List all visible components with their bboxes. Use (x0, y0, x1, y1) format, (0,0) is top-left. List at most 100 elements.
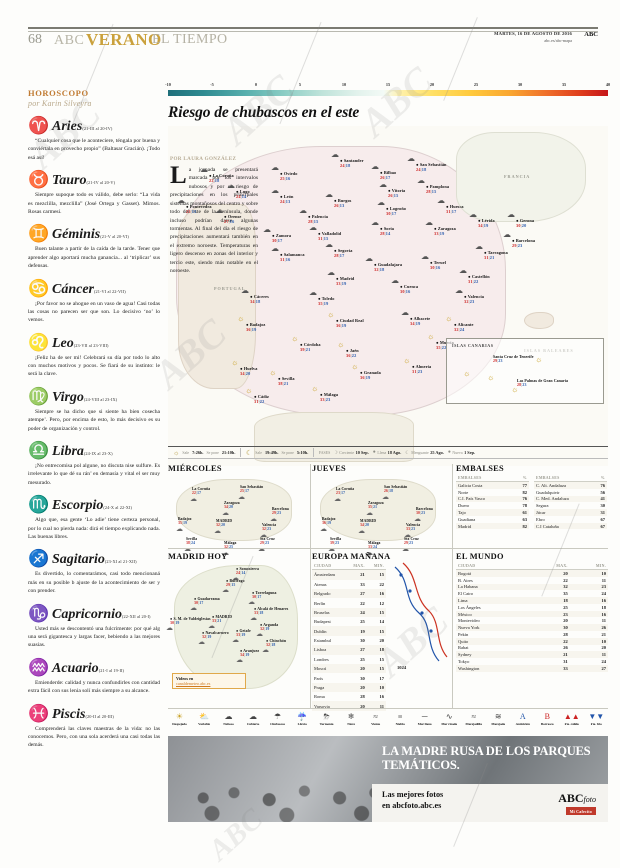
temp-separator: | (440, 345, 442, 350)
legend-item: ≡ Niebla (389, 712, 412, 726)
partly-cloudy-icon: ☁ (232, 636, 239, 644)
city-temps: 34|19 (478, 223, 495, 228)
zodiac-glyph-icon: ♐ (28, 549, 50, 569)
world-col-city: CIUDAD (456, 563, 528, 570)
city-max-temp: 29 (272, 511, 277, 515)
europe-col-min: MIN. (366, 563, 386, 570)
reservoirs-table-left: EMBALSES % Galicia Costa 77 Norte 82 C.I. Pa… (456, 475, 529, 530)
city-min-temp: 19 (341, 323, 347, 328)
moonrise-label: Sale (255, 450, 262, 455)
horoscope-sign: ♉ Tauro(21-IV al 20-V) Siempre supoque tod… (28, 171, 160, 216)
horoscope-sign: ♎ Libra(24-IX al 23-X) ¡No entrecomisa pol… (28, 442, 160, 487)
city-max-temp: 20 (527, 569, 570, 577)
sign-name-block: Piscis(20-II al 20-III) (52, 705, 114, 723)
sign-dates: (21-III al 20-IV) (82, 126, 113, 131)
city-max-temp: 30 (360, 675, 365, 681)
city-name: MADRID (360, 519, 377, 523)
city-min-temp: 15 (393, 193, 399, 198)
city-min-temp: 20 (221, 523, 226, 527)
city-min-temp: 20 (245, 371, 251, 376)
city-temps: 29|23 (404, 541, 419, 545)
moonset-label: Se pone (281, 450, 294, 455)
sign-text: ¡No entrecomisa pol algune, no discuta n… (28, 463, 160, 486)
city-max-temp: 27 (224, 219, 229, 224)
europe-row: París 30 17 (312, 673, 386, 682)
scale-tick-label: 20 (429, 82, 435, 87)
city-min-temp: 23 (517, 243, 523, 248)
sign-name-block: Escorpio(24-X al 22-XI) (52, 496, 132, 514)
temp-separator: | (216, 619, 218, 623)
horoscope-sign: ♓ Piscis(20-II al 20-III) Comprenderá las … (28, 705, 160, 750)
partly-cloudy-icon: ☁ (404, 531, 411, 539)
city-min-temp: 11 (601, 618, 606, 624)
city-name: Estambul (314, 638, 331, 644)
temp-separator: | (244, 653, 246, 657)
city-max-temp: 34 (360, 523, 365, 527)
partly-cloudy-icon: ☁ (309, 288, 317, 297)
reservoir-row: C.I Cataluña 67 (534, 522, 607, 530)
thursday-map: ☁ La Coruña 23|17 ☁ San Sebastián 26|18 ☁ Zarag… (312, 473, 452, 557)
partly-cloudy-icon: ☁ (190, 495, 197, 503)
city-min-temp: 16 (285, 176, 291, 181)
temp-separator: | (468, 299, 470, 304)
partly-cloudy-icon: ☁ (238, 493, 245, 501)
city-temps: 31|17 (446, 209, 464, 214)
thursday-city: ☁ Valencia 33|23 (404, 523, 420, 539)
sign-text: Algo que, esa gente ‘Lo adie’ tiene cert… (28, 517, 160, 540)
city-min-temp: 23 (421, 511, 426, 515)
sign-name: Escorpio (52, 498, 104, 514)
city-name: ● Salamanca (280, 252, 305, 257)
sunset-label: Se pone (206, 450, 219, 455)
city-min-temp: 22 (441, 345, 447, 350)
city-min-temp: 24 (191, 541, 196, 545)
reservoir-name: C.I. País Vasco (456, 495, 514, 503)
madrid-video-note-link[interactable]: canaldemeteo.abc.es (176, 681, 211, 686)
city-name: ● Cuenca (400, 284, 419, 289)
city-name: ● S. M. de Valdeiglesias (170, 617, 211, 621)
city-temps: 30|19 (170, 621, 211, 625)
reservoirs-col-name-left: EMBALSES (456, 475, 514, 482)
europe-col-max: MAX. (345, 563, 367, 570)
city-max-temp: 35 (368, 505, 373, 509)
city-max-temp: 23 (527, 610, 570, 618)
astro-divider-2 (313, 448, 314, 457)
world-row: El Cairo 35 24 (456, 590, 608, 597)
temperature-scale: -10 -5 0 5 10 15 20 25 30 35 40 (165, 82, 610, 98)
temp-separator: | (338, 203, 340, 208)
sunrise-time: 7:26h. (192, 450, 204, 455)
sign-name-block: Cáncer(21-VI al 22-VII) (52, 280, 126, 298)
thursday-city: ☁ Sta Cruz 29|23 (402, 537, 419, 553)
temp-separator: | (392, 193, 394, 198)
temp-separator: | (482, 223, 484, 228)
reservoirs-panel: EMBALSES EMBALSES % Galicia Costa 77 Norte… (456, 464, 608, 530)
temp-separator: | (264, 627, 266, 631)
map-city: ☁ ● Huesca 31|17 (437, 196, 464, 214)
partly-cloudy-icon: ☁ (222, 586, 229, 594)
world-row: Los Ángeles 25 18 (456, 604, 608, 611)
map-city: ☁ ● Valladolid 31|15 (309, 223, 341, 241)
reservoir-name: Júcar (534, 509, 594, 516)
ad-subtext-line2[interactable]: en abcfoto.abc.es (382, 800, 442, 810)
temp-separator: | (220, 523, 222, 527)
partly-cloudy-icon: ☁ (459, 266, 467, 275)
sign-header: ♊ Géminis(21-V al 20-VI) (28, 225, 160, 243)
sign-name-block: Leo(23-VII al 23-VIII) (52, 334, 109, 352)
panel-divider-vertical-1 (310, 464, 311, 708)
city-name: San Sebastián (384, 485, 408, 489)
city-name: ● Arganda (260, 623, 279, 627)
sign-name-block: Aries(21-III al 20-IV) (52, 117, 112, 135)
reservoir-pct: 77 (513, 481, 529, 489)
temp-separator: | (388, 489, 390, 493)
city-max-temp: 25 (240, 489, 245, 493)
city-max-temp: 31 (446, 209, 451, 214)
city-name: ● Barcelona (512, 238, 536, 243)
temperature-gradient-bar (168, 90, 608, 96)
sign-text: Siempre se ha dicho que si siente ha bie… (28, 408, 160, 432)
temp-separator: | (340, 323, 342, 328)
city-max-temp: 30 (252, 595, 257, 599)
city-name: ● Teruel (430, 260, 447, 265)
advertisement[interactable]: LA MADRE RUSA DE LOS PARQUES TEMÁTICOS. … (168, 736, 608, 822)
city-temps: 33|19 (434, 231, 456, 236)
madrid-video-note[interactable]: Videos en canaldemeteo.abc.es (172, 673, 246, 689)
ad-badge: Mi Cafecito (565, 807, 596, 815)
